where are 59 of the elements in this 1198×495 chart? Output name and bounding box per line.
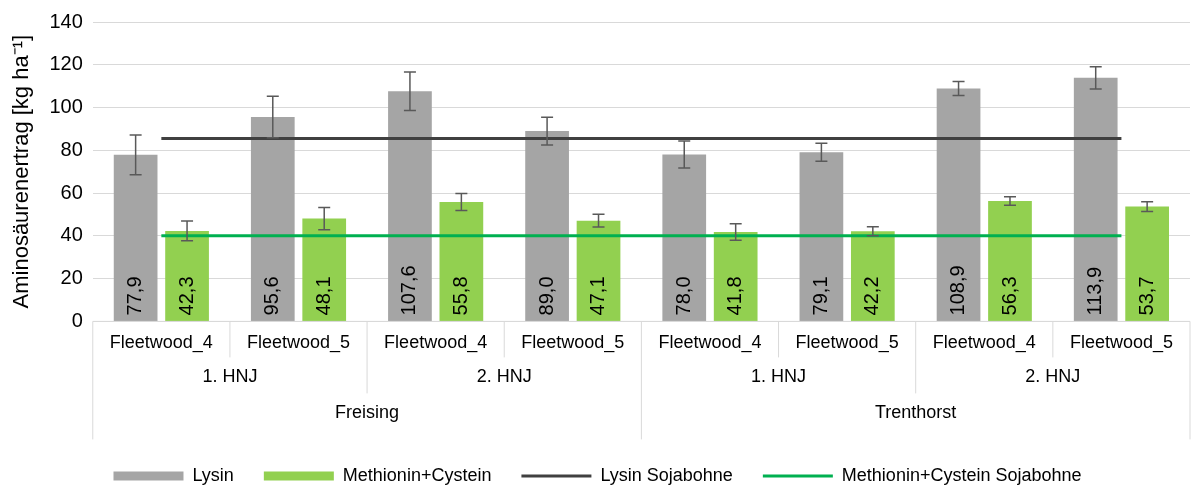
bar: [525, 131, 569, 321]
data-label: 107,6: [397, 265, 420, 316]
x-tick-label: Fleetwood_5: [1069, 332, 1173, 354]
text: Freising: [335, 402, 400, 423]
text: 1. HNJ: [202, 366, 258, 387]
bar: [936, 88, 981, 321]
data-label: 42,2: [860, 276, 883, 316]
legend-label: Lysin: [192, 464, 234, 485]
data-label: 47,1: [586, 276, 609, 316]
y-tick-label: 80: [60, 137, 83, 160]
data-label: 77,9: [123, 276, 146, 316]
data-label: 56,3: [997, 276, 1020, 316]
y-tick-label: 120: [49, 52, 83, 75]
x-tick-label: Fleetwood_4: [384, 332, 488, 354]
data-label: 78,0: [671, 276, 694, 316]
y-tick-label: 20: [60, 266, 83, 289]
bar: [1125, 206, 1169, 321]
x-tick-label: Fleetwood_5: [246, 332, 351, 354]
legend-label: Lysin Sojabohne: [600, 464, 733, 485]
data-label: 79,1: [808, 276, 831, 316]
text: 2. HNJ: [476, 366, 532, 387]
bar: [576, 220, 621, 321]
bar: [388, 91, 432, 321]
legend-label: Methionin+Cystein Sojabohne: [841, 464, 1082, 485]
data-label: 95,6: [260, 276, 283, 316]
bar: [988, 201, 1032, 321]
data-label: 113,9: [1083, 266, 1106, 316]
text: 2. HNJ: [1025, 366, 1081, 387]
data-label: 89,0: [534, 276, 557, 316]
bar: [250, 116, 295, 321]
bar: [713, 232, 758, 321]
data-label: 48,1: [311, 276, 334, 316]
x-tick-label: Fleetwood_5: [521, 332, 625, 354]
text: 1. HNJ: [751, 366, 807, 387]
data-label: 108,9: [946, 265, 969, 316]
bar: [1073, 77, 1118, 321]
y-tick-label: 100: [49, 95, 83, 118]
y-tick-label: 140: [49, 9, 83, 32]
x-tick-label: Fleetwood_4: [932, 332, 1036, 354]
data-label: 42,3: [174, 276, 197, 316]
bar: [850, 231, 895, 321]
y-tick-label: 40: [60, 223, 83, 246]
y-tick-label: 0: [71, 308, 83, 331]
data-label: 53,7: [1134, 276, 1157, 316]
bar: [439, 202, 484, 321]
y-tick-label: 60: [60, 180, 83, 203]
x-tick-label: Fleetwood_4: [109, 332, 213, 354]
y-axis-title: Aminosäurenertrag [kg ha⁻¹]: [8, 34, 34, 309]
bar: [662, 154, 707, 321]
x-tick-label: Fleetwood_4: [658, 332, 762, 354]
bar: [302, 218, 347, 321]
data-label: 41,8: [723, 276, 746, 316]
bar: [113, 154, 158, 321]
bar: [799, 152, 844, 321]
x-tick-label: Fleetwood_5: [795, 332, 899, 354]
legend-label: Methionin+Cystein: [342, 464, 492, 485]
text: Trenthorst: [875, 402, 957, 423]
bar: [165, 230, 209, 321]
data-label: 55,8: [448, 276, 471, 316]
